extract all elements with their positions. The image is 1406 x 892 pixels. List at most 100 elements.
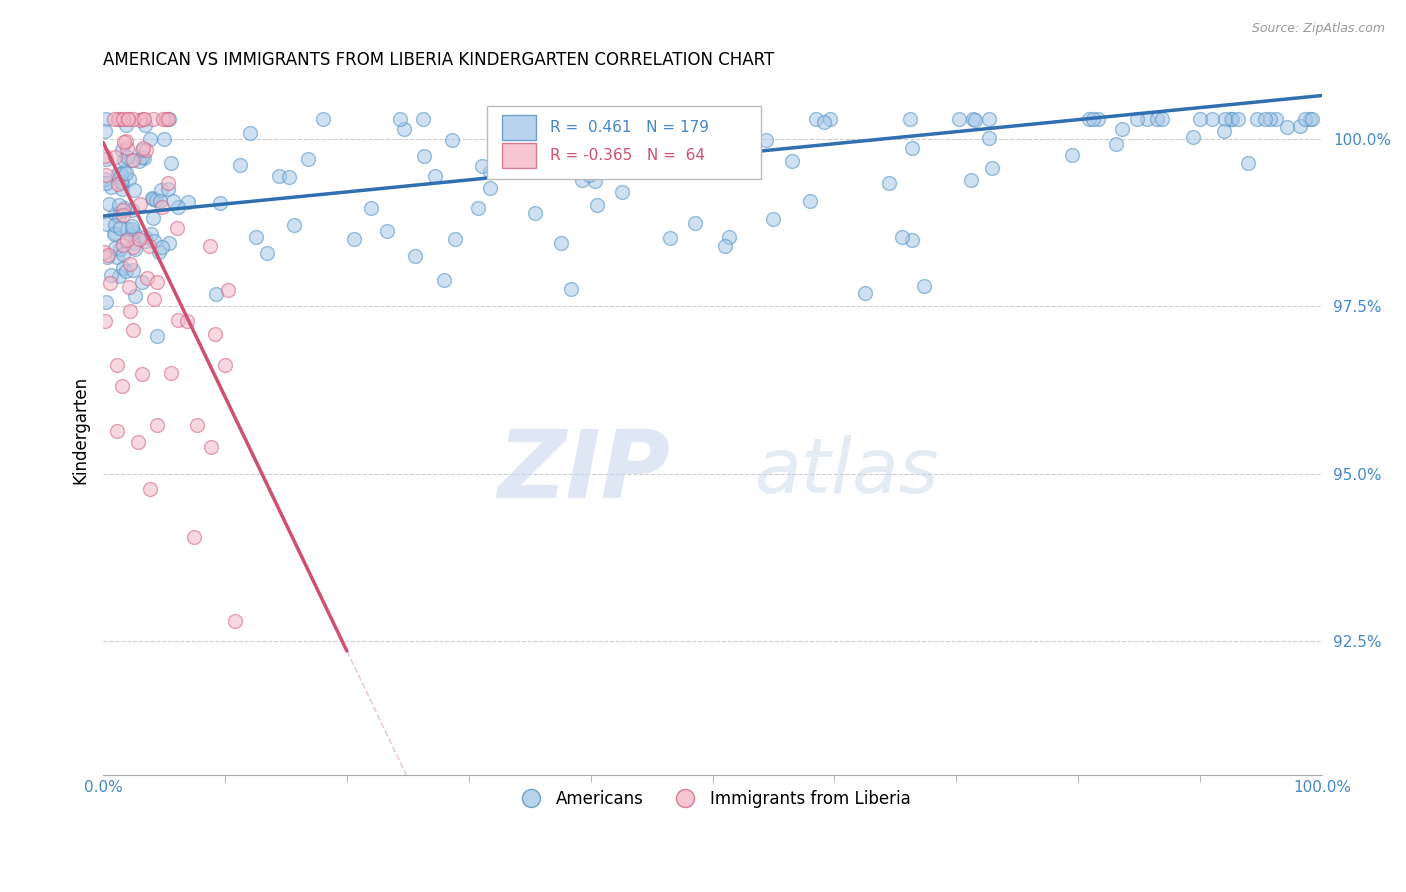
Point bbox=[1213, 112, 1236, 126]
Point bbox=[121, 219, 143, 233]
Point bbox=[96, 251, 118, 265]
Point bbox=[583, 173, 606, 187]
Point bbox=[129, 197, 152, 211]
Text: ZIP: ZIP bbox=[496, 425, 669, 517]
Point bbox=[146, 329, 169, 343]
Point bbox=[912, 279, 935, 293]
Point bbox=[139, 227, 162, 242]
Point bbox=[977, 130, 1000, 145]
Point bbox=[209, 196, 232, 211]
Point bbox=[799, 194, 821, 208]
Point bbox=[97, 196, 120, 211]
Point bbox=[94, 171, 117, 186]
Point bbox=[115, 166, 138, 180]
Point bbox=[948, 112, 970, 126]
Point bbox=[97, 248, 120, 262]
Point bbox=[111, 182, 134, 196]
Point bbox=[132, 151, 155, 165]
Point bbox=[131, 150, 153, 164]
Point bbox=[135, 143, 157, 157]
Point bbox=[806, 112, 828, 126]
Point bbox=[120, 153, 142, 168]
Point bbox=[112, 136, 135, 150]
Point bbox=[762, 212, 785, 227]
Point bbox=[145, 276, 167, 290]
Point bbox=[112, 153, 135, 167]
Point bbox=[104, 241, 127, 255]
Point bbox=[1077, 112, 1099, 126]
Point bbox=[176, 313, 198, 327]
Point bbox=[204, 287, 226, 301]
Point bbox=[128, 112, 150, 127]
Point bbox=[1275, 120, 1298, 134]
Point bbox=[131, 367, 153, 381]
Point bbox=[111, 208, 134, 222]
Point bbox=[1126, 112, 1149, 126]
Point bbox=[343, 232, 366, 246]
Point bbox=[1219, 112, 1241, 126]
Point bbox=[110, 175, 132, 189]
Point bbox=[120, 257, 142, 271]
Point bbox=[132, 112, 155, 126]
Point bbox=[141, 191, 163, 205]
Point bbox=[115, 134, 138, 148]
Point bbox=[134, 230, 156, 244]
Point bbox=[107, 209, 129, 223]
Point bbox=[94, 294, 117, 309]
Point bbox=[111, 175, 134, 189]
Point bbox=[110, 143, 132, 157]
Point bbox=[124, 289, 146, 303]
Point bbox=[112, 247, 135, 261]
Point bbox=[131, 141, 153, 155]
Point bbox=[111, 378, 134, 392]
Legend: Americans, Immigrants from Liberia: Americans, Immigrants from Liberia bbox=[508, 783, 918, 814]
Point bbox=[105, 359, 128, 373]
Point bbox=[200, 440, 222, 454]
Point bbox=[166, 220, 188, 235]
Point bbox=[153, 132, 176, 146]
Point bbox=[103, 150, 125, 164]
Point bbox=[977, 112, 1000, 126]
Point bbox=[96, 169, 118, 183]
Point bbox=[524, 206, 547, 220]
Point bbox=[107, 112, 129, 126]
Point bbox=[142, 112, 165, 126]
Point bbox=[478, 165, 501, 179]
Point bbox=[1182, 130, 1205, 145]
Point bbox=[1081, 112, 1104, 126]
Point bbox=[112, 261, 135, 276]
Point bbox=[628, 147, 651, 161]
Point bbox=[143, 293, 166, 307]
Point bbox=[152, 112, 174, 126]
Point bbox=[659, 231, 682, 245]
Point bbox=[901, 141, 924, 155]
Point bbox=[156, 177, 179, 191]
Point bbox=[557, 134, 579, 148]
Point bbox=[94, 152, 117, 166]
Point bbox=[103, 227, 125, 241]
Point bbox=[122, 226, 145, 240]
Point bbox=[1136, 112, 1159, 126]
Point bbox=[94, 112, 117, 126]
Point bbox=[105, 250, 128, 264]
Point bbox=[283, 218, 305, 232]
Point bbox=[103, 112, 125, 126]
Point bbox=[1299, 112, 1322, 126]
Point bbox=[112, 202, 135, 217]
Point bbox=[167, 200, 190, 214]
Point bbox=[1150, 112, 1173, 126]
Text: R = -0.365   N =  64: R = -0.365 N = 64 bbox=[550, 148, 706, 162]
Point bbox=[115, 150, 138, 164]
Point bbox=[115, 141, 138, 155]
Text: Source: ZipAtlas.com: Source: ZipAtlas.com bbox=[1251, 22, 1385, 36]
Point bbox=[1289, 119, 1312, 133]
Point bbox=[901, 233, 924, 247]
Text: atlas: atlas bbox=[755, 434, 939, 508]
Point bbox=[440, 133, 463, 147]
Point bbox=[553, 128, 575, 143]
Point bbox=[1111, 121, 1133, 136]
Bar bbox=[486, 106, 761, 178]
Point bbox=[186, 417, 208, 432]
Point bbox=[813, 114, 835, 128]
Point bbox=[118, 279, 141, 293]
